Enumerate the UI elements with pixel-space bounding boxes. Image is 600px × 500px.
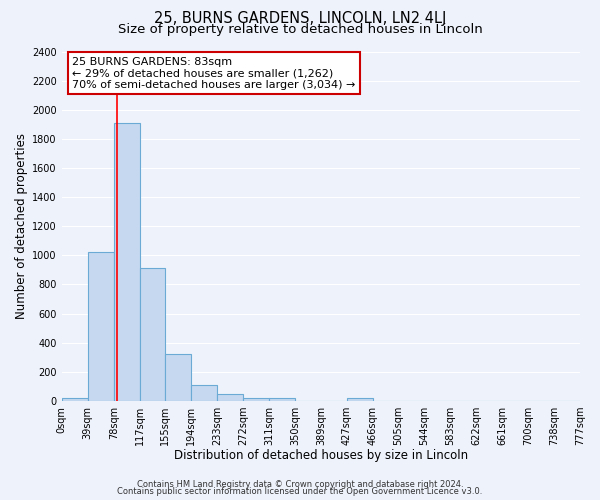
Bar [165, 354, 191, 401]
Bar [114, 123, 140, 401]
Text: Contains public sector information licensed under the Open Government Licence v3: Contains public sector information licen… [118, 487, 482, 496]
Bar [243, 398, 269, 401]
Text: 25, BURNS GARDENS, LINCOLN, LN2 4LJ: 25, BURNS GARDENS, LINCOLN, LN2 4LJ [154, 11, 446, 26]
Text: Contains HM Land Registry data © Crown copyright and database right 2024.: Contains HM Land Registry data © Crown c… [137, 480, 463, 489]
Bar [140, 268, 165, 401]
Text: 25 BURNS GARDENS: 83sqm
← 29% of detached houses are smaller (1,262)
70% of semi: 25 BURNS GARDENS: 83sqm ← 29% of detache… [72, 56, 356, 90]
Bar [191, 385, 217, 401]
Bar [62, 398, 88, 401]
Bar [217, 394, 243, 401]
X-axis label: Distribution of detached houses by size in Lincoln: Distribution of detached houses by size … [174, 450, 468, 462]
Bar [347, 398, 373, 401]
Text: Size of property relative to detached houses in Lincoln: Size of property relative to detached ho… [118, 22, 482, 36]
Bar [269, 398, 295, 401]
Bar [88, 252, 114, 401]
Y-axis label: Number of detached properties: Number of detached properties [15, 133, 28, 319]
